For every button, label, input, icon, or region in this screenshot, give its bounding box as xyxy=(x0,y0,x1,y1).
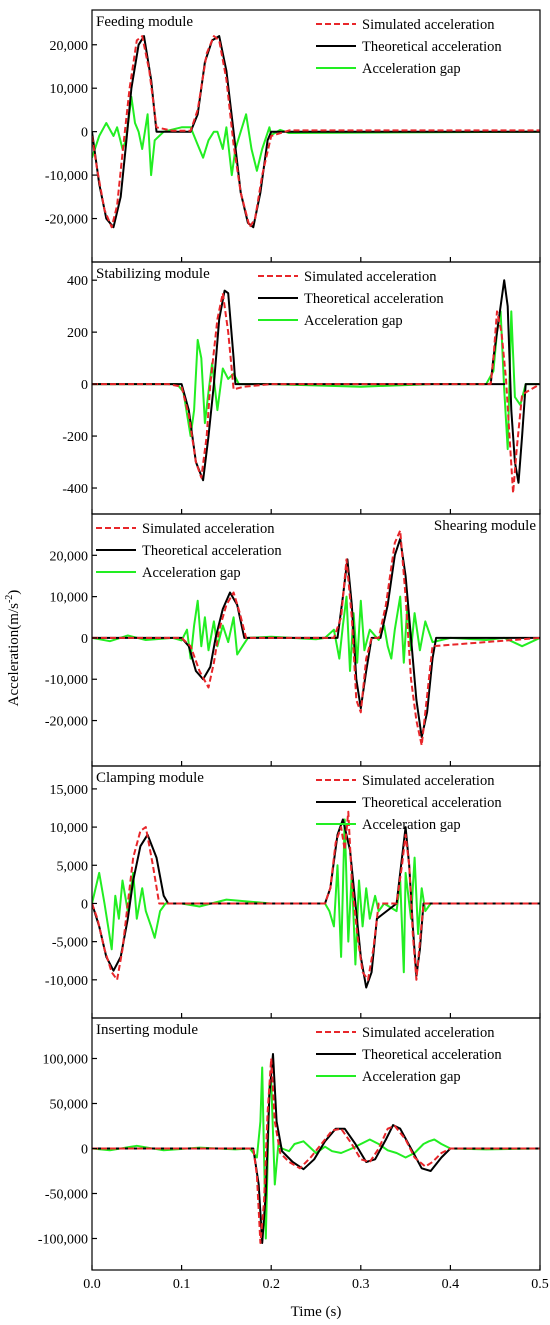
legend-label: Theoretical acceleration xyxy=(362,795,502,811)
y-tick-label: -10,000 xyxy=(45,974,88,989)
legend: Simulated acceleration Theoretical accele… xyxy=(316,1025,502,1085)
series-line-theoretical-acceleration xyxy=(92,35,540,229)
series-line-simulated-acceleration xyxy=(92,35,540,229)
panel-title: Feeding module xyxy=(96,14,193,30)
plot-area xyxy=(92,35,540,229)
legend: Simulated acceleration Theoretical accele… xyxy=(96,521,282,581)
legend-label: Simulated acceleration xyxy=(362,17,495,33)
series-line-acceleration-gap xyxy=(92,310,540,451)
y-tick-label: 0 xyxy=(81,126,88,141)
legend-label: Theoretical acceleration xyxy=(362,1047,502,1063)
series-line-theoretical-acceleration xyxy=(92,279,540,484)
legend-label: Simulated acceleration xyxy=(142,521,275,537)
y-tick-label: 5,000 xyxy=(57,859,89,874)
legend-label: Theoretical acceleration xyxy=(304,291,444,307)
y-tick-label: 10,000 xyxy=(50,82,89,97)
x-tick-label: 0.2 xyxy=(262,1277,280,1292)
plot-area xyxy=(92,1053,540,1244)
y-axis-label: Acceleration(m/s-2) xyxy=(4,590,22,707)
x-tick-label: 0.0 xyxy=(83,1277,101,1292)
panel-title: Inserting module xyxy=(96,1022,198,1038)
y-tick-label: -100,000 xyxy=(38,1233,88,1248)
series-line-theoretical-acceleration xyxy=(92,1053,540,1244)
legend-label: Acceleration gap xyxy=(304,313,403,329)
y-tick-label: 10,000 xyxy=(50,591,89,606)
panel-2: 400 200 0 -200 -400 Stabilizing module Simulat… xyxy=(62,261,541,515)
panel-1: 20,000 10,000 0 -10,000 -20,000 Feeding modul… xyxy=(45,9,541,263)
legend-label: Theoretical acceleration xyxy=(142,543,282,559)
series-line-simulated-acceleration xyxy=(92,810,540,981)
y-tick-label: 20,000 xyxy=(50,39,89,54)
y-axis-label-close: ) xyxy=(6,590,22,595)
y-tick-label: -400 xyxy=(62,482,88,497)
series-line-acceleration-gap xyxy=(92,818,540,974)
legend: Simulated acceleration Theoretical accele… xyxy=(258,269,444,329)
y-tick-label: -200 xyxy=(62,430,88,445)
x-tick-label: 0.1 xyxy=(173,1277,191,1292)
legend: Simulated acceleration Theoretical accele… xyxy=(316,773,502,833)
y-tick-label: 0 xyxy=(81,632,88,647)
series-line-simulated-acceleration xyxy=(92,1057,540,1244)
y-axis-label-sup: -2 xyxy=(4,595,15,603)
y-tick-label: 0 xyxy=(81,378,88,393)
panel-5: 100,000 50,000 0 -50,000 -100,000 Inserting m… xyxy=(38,1017,541,1271)
series-line-theoretical-acceleration xyxy=(92,537,540,739)
y-tick-label: -5,000 xyxy=(52,936,88,951)
x-tick-label: 0.4 xyxy=(442,1277,460,1292)
x-axis-label: Time (s) xyxy=(291,1304,342,1320)
legend-label: Simulated acceleration xyxy=(304,269,437,285)
series-line-theoretical-acceleration xyxy=(92,818,540,989)
y-tick-label: 200 xyxy=(67,326,88,341)
y-tick-label: 100,000 xyxy=(43,1053,89,1068)
panel-frame xyxy=(91,1017,541,1271)
legend-label: Simulated acceleration xyxy=(362,1025,495,1041)
y-tick-label: -10,000 xyxy=(45,169,88,184)
y-tick-label: 50,000 xyxy=(50,1098,89,1113)
legend-label: Acceleration gap xyxy=(362,817,461,833)
x-tick-label: 0.3 xyxy=(352,1277,370,1292)
y-tick-label: 0 xyxy=(81,897,88,912)
legend: Simulated acceleration Theoretical accele… xyxy=(316,17,502,77)
panel-title: Stabilizing module xyxy=(96,266,210,282)
plot-area xyxy=(92,810,540,989)
y-tick-label: 20,000 xyxy=(50,549,89,564)
y-tick-label: -50,000 xyxy=(45,1188,88,1203)
legend-label: Theoretical acceleration xyxy=(362,39,502,55)
series-line-simulated-acceleration xyxy=(92,529,540,747)
plot-area xyxy=(92,279,540,495)
y-tick-label: -20,000 xyxy=(45,213,88,228)
y-axis-label-main: Acceleration(m/s xyxy=(6,603,22,706)
panels-group: 20,000 10,000 0 -10,000 -20,000 Feeding modul… xyxy=(38,9,541,1271)
panel-3: 20,000 10,000 0 -10,000 -20,000 Shearing modu… xyxy=(45,513,541,767)
y-tick-label: 15,000 xyxy=(50,783,89,798)
panel-title: Clamping module xyxy=(96,770,204,786)
series-line-acceleration-gap xyxy=(92,1066,540,1240)
series-line-acceleration-gap xyxy=(92,95,540,177)
y-tick-label: -20,000 xyxy=(45,715,88,730)
x-tick-label: 0.5 xyxy=(531,1277,549,1292)
y-tick-label: 0 xyxy=(81,1143,88,1158)
legend-label: Acceleration gap xyxy=(142,565,241,581)
y-tick-label: 10,000 xyxy=(50,821,89,836)
y-tick-label: 400 xyxy=(67,274,88,289)
y-tick-label: -10,000 xyxy=(45,673,88,688)
legend-label: Acceleration gap xyxy=(362,1069,461,1085)
plot-area xyxy=(92,529,540,747)
series-line-simulated-acceleration xyxy=(92,292,540,495)
legend-label: Simulated acceleration xyxy=(362,773,495,789)
shared-x-axis: 0.0 0.1 0.2 0.3 0.4 0.5 xyxy=(83,1277,549,1292)
panel-4: 15,000 10,000 5,000 0 -5,000 -10,000 Clamping … xyxy=(45,765,541,1019)
series-line-acceleration-gap xyxy=(92,595,540,672)
panel-title: Shearing module xyxy=(434,518,536,534)
legend-label: Acceleration gap xyxy=(362,61,461,77)
